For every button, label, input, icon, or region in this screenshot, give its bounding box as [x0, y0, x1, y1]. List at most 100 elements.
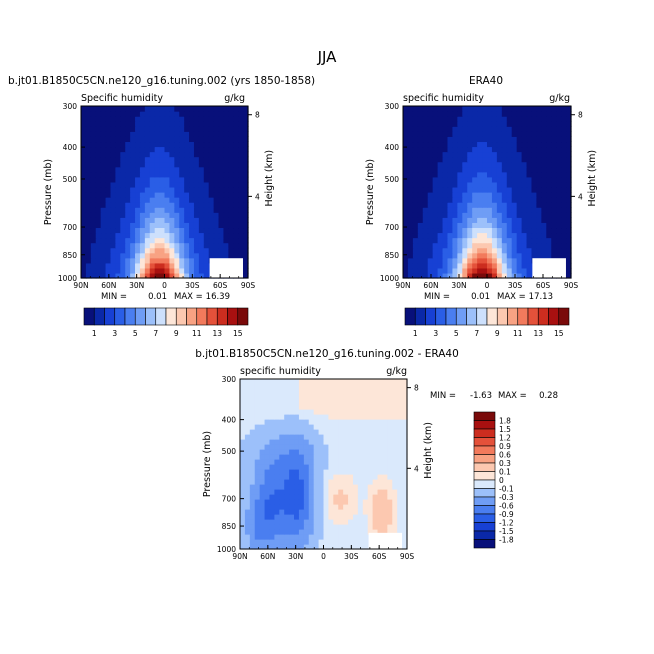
contour-cell	[521, 202, 528, 208]
contour-cell	[343, 539, 349, 545]
contour-cell	[566, 176, 572, 183]
contour-cell	[467, 106, 473, 112]
contour-cell	[243, 181, 249, 188]
contour-cell	[110, 161, 116, 168]
contour-cell	[228, 171, 234, 178]
contour-cell	[442, 121, 449, 127]
contour-cell	[95, 202, 102, 208]
x-tick-label: 60N	[423, 281, 438, 290]
model-max-label: MAX =	[174, 292, 203, 302]
contour-cell	[115, 257, 121, 264]
contour-cell	[333, 429, 339, 435]
contour-cell	[526, 267, 533, 274]
contour-cell	[238, 121, 244, 127]
contour-cell	[233, 181, 239, 188]
contour-cell	[289, 499, 295, 505]
contour-cell	[472, 176, 478, 183]
contour-cell	[308, 389, 315, 395]
contour-cell	[269, 424, 275, 430]
contour-cell	[120, 227, 126, 234]
contour-cell	[228, 146, 234, 153]
contour-cell	[318, 384, 325, 390]
contour-cell	[457, 156, 463, 163]
contour-cell	[521, 252, 528, 259]
contour-cell	[95, 116, 102, 122]
contour-cell	[362, 539, 369, 545]
contour-cell	[531, 176, 538, 183]
contour-cell	[462, 272, 468, 279]
contour-cell	[259, 479, 266, 485]
contour-cell	[462, 106, 468, 112]
contour-cell	[521, 272, 528, 279]
contour-cell	[218, 232, 225, 239]
contour-cell	[184, 257, 190, 264]
contour-cell	[412, 141, 419, 148]
contour-cell	[407, 176, 414, 183]
colorbar-label: 13	[533, 329, 543, 338]
contour-cell	[556, 242, 562, 249]
contour-cell	[387, 429, 393, 435]
contour-cell	[546, 247, 552, 254]
contour-cell	[110, 136, 116, 143]
contour-cell	[244, 404, 251, 410]
contour-cell	[218, 156, 225, 163]
contour-cell	[244, 439, 251, 445]
contour-cell	[447, 257, 454, 264]
contour-cell	[338, 394, 344, 400]
contour-cell	[259, 379, 266, 385]
contour-cell	[536, 136, 542, 143]
contour-cell	[105, 106, 112, 112]
contour-cell	[402, 519, 408, 525]
contour-cell	[417, 242, 424, 249]
contour-cell	[382, 474, 388, 480]
contour-cell	[501, 252, 508, 259]
contour-cell	[105, 111, 112, 117]
contour-cell	[198, 166, 205, 173]
contour-cell	[169, 207, 175, 213]
contour-cell	[85, 212, 92, 218]
contour-cell	[362, 394, 369, 400]
contour-cell	[338, 494, 344, 500]
contour-cell	[467, 171, 473, 178]
contour-cell	[372, 454, 379, 460]
contour-cell	[115, 176, 121, 183]
contour-cell	[228, 212, 234, 218]
contour-cell	[81, 106, 87, 112]
contour-cell	[402, 399, 408, 405]
colorbar-swatch	[517, 307, 529, 326]
contour-cell	[417, 232, 424, 239]
obs-max-label: MAX =	[497, 292, 526, 302]
contour-cell	[90, 176, 97, 183]
contour-cell	[110, 217, 116, 223]
contour-cell	[120, 141, 126, 148]
contour-cell	[487, 197, 493, 203]
contour-cell	[269, 384, 275, 390]
contour-cell	[367, 494, 374, 500]
contour-cell	[228, 242, 234, 249]
contour-cell	[179, 197, 185, 203]
contour-cell	[243, 166, 249, 173]
contour-cell	[149, 176, 156, 183]
contour-cell	[402, 529, 408, 535]
contour-cell	[556, 116, 562, 122]
contour-cell	[541, 146, 547, 153]
contour-cell	[556, 126, 562, 132]
contour-cell	[432, 207, 439, 213]
contour-cell	[294, 429, 300, 435]
contour-cell	[240, 509, 246, 515]
contour-cell	[392, 404, 398, 410]
contour-cell	[144, 176, 151, 183]
contour-cell	[362, 494, 369, 500]
contour-cell	[115, 237, 121, 244]
contour-cell	[566, 161, 572, 168]
contour-cell	[338, 449, 344, 455]
contour-cell	[193, 242, 200, 249]
contour-cell	[348, 429, 354, 435]
contour-cell	[427, 192, 434, 198]
contour-cell	[362, 389, 369, 395]
contour-cell	[81, 197, 87, 203]
contour-cell	[566, 106, 572, 112]
contour-cell	[511, 141, 518, 148]
contour-cell	[179, 217, 185, 223]
contour-cell	[333, 444, 339, 450]
